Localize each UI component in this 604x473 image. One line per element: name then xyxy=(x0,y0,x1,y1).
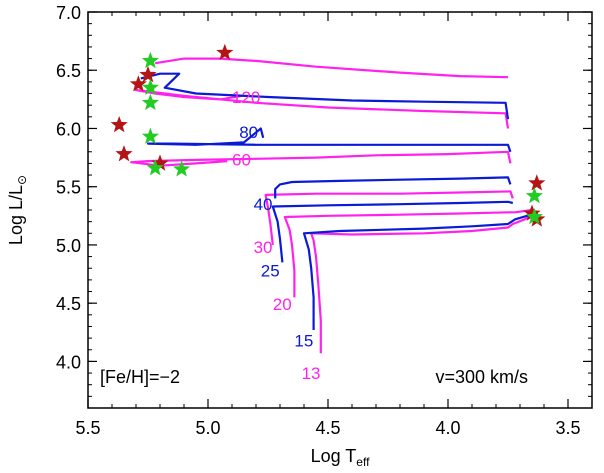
mass-label-13: 13 xyxy=(302,364,321,383)
metallicity-annotation: [Fe/H]=−2 xyxy=(100,367,180,387)
x-axis-label-sub: eff xyxy=(356,455,370,469)
track-30 xyxy=(264,190,514,246)
track-unlabeled xyxy=(155,57,509,79)
x-tick-label: 3.5 xyxy=(555,418,580,438)
mass-label-15: 15 xyxy=(294,331,313,350)
y-tick-label: 4.5 xyxy=(56,294,81,314)
mass-label-80: 80 xyxy=(239,123,258,142)
mass-label-60: 60 xyxy=(232,151,251,170)
mass-label-30: 30 xyxy=(254,238,273,257)
red-star-marker xyxy=(216,43,234,60)
track-25 xyxy=(271,200,514,263)
x-tick-label: 4.0 xyxy=(435,418,460,438)
red-star-marker xyxy=(115,145,133,162)
green-star-marker xyxy=(146,159,164,176)
red-star-marker xyxy=(129,75,147,92)
y-tick-label: 5.0 xyxy=(56,236,81,256)
red-star-marker xyxy=(528,174,546,191)
green-star-marker xyxy=(141,78,159,95)
y-tick-label: 6.5 xyxy=(56,61,81,81)
track-20 xyxy=(283,208,533,298)
y-tick-label: 5.5 xyxy=(56,178,81,198)
evolution-tracks xyxy=(130,57,537,354)
mass-label-120: 120 xyxy=(232,88,260,107)
mass-label-40: 40 xyxy=(254,195,273,214)
track-120 xyxy=(134,88,510,129)
track-13 xyxy=(310,215,537,354)
green-star-marker xyxy=(141,127,159,144)
track-15 xyxy=(302,209,536,330)
plot-frame xyxy=(87,11,593,409)
x-tick-label: 5.0 xyxy=(195,418,220,438)
red-star-marker xyxy=(151,154,169,171)
y-axis-label-main: Log L/L xyxy=(6,185,26,245)
track-80 xyxy=(146,127,512,153)
y-tick-label: 7.0 xyxy=(56,3,81,23)
red-star-marker xyxy=(523,204,541,221)
x-tick-label: 4.5 xyxy=(315,418,340,438)
track-40 xyxy=(274,176,512,199)
red-star-marker xyxy=(110,116,128,133)
green-star-marker xyxy=(173,160,191,177)
x-axis-label: Log Teff xyxy=(311,446,370,469)
green-star-marker xyxy=(525,208,543,225)
axis-ticks xyxy=(87,11,593,409)
y-axis-label-sub: ⊙ xyxy=(15,175,29,185)
x-tick-label: 5.5 xyxy=(75,418,100,438)
y-tick-label: 6.0 xyxy=(56,119,81,139)
y-tick-label: 4.0 xyxy=(56,352,81,372)
track-unlabeled xyxy=(140,72,510,120)
star-markers xyxy=(110,43,546,227)
tick-labels: 5.5 5.0 4.5 4.0 3.5 4.0 4.5 5.0 5.5 6.0 6.5 7.0 xyxy=(56,3,581,438)
green-star-marker xyxy=(525,187,543,204)
rotation-annotation: v=300 km/s xyxy=(435,367,528,387)
y-axis-label: Log L/L⊙ xyxy=(6,175,29,245)
green-star-marker xyxy=(141,51,159,69)
mass-label-20: 20 xyxy=(273,295,292,314)
x-axis-label-main: Log T xyxy=(311,446,357,466)
track-60 xyxy=(130,150,512,167)
green-star-marker xyxy=(141,93,159,111)
mass-label-25: 25 xyxy=(261,261,280,280)
red-star-marker xyxy=(139,65,157,83)
